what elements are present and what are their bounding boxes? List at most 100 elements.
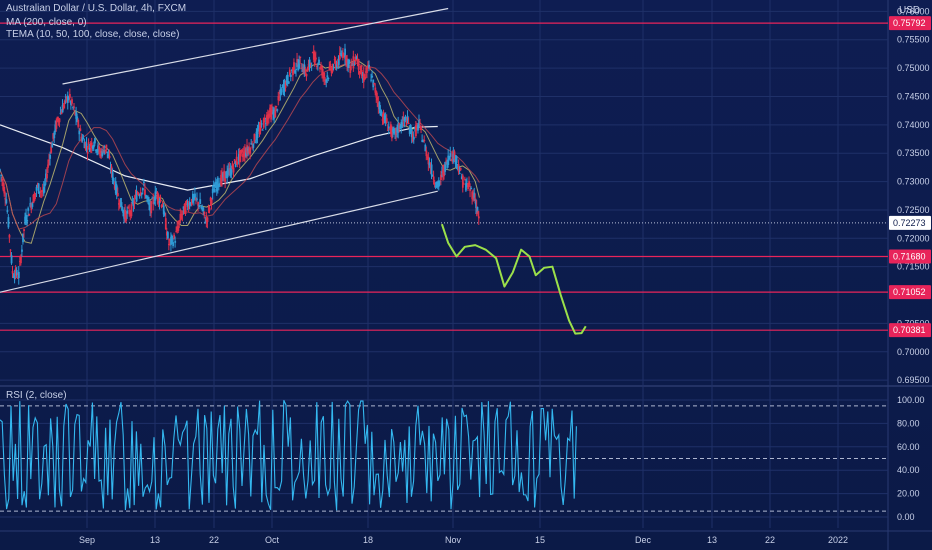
candle-body bbox=[195, 197, 197, 199]
candle-body bbox=[37, 183, 40, 194]
candle-body bbox=[281, 84, 284, 87]
candle-body bbox=[430, 164, 433, 176]
candle-body bbox=[278, 96, 281, 98]
candle-body bbox=[447, 155, 450, 166]
candle-body bbox=[266, 115, 268, 124]
candle-body bbox=[306, 68, 309, 72]
candle-body bbox=[363, 76, 366, 80]
candle-body bbox=[204, 221, 207, 223]
candle-body bbox=[113, 184, 116, 189]
candle-body bbox=[229, 168, 232, 177]
candle-body bbox=[256, 128, 259, 139]
rsi-tick-label: 20.00 bbox=[897, 489, 920, 499]
symbol-title: Australian Dollar / U.S. Dollar, 4h, FXC… bbox=[6, 3, 187, 14]
candle-body bbox=[347, 59, 350, 68]
candle-body bbox=[0, 169, 1, 171]
candle-body bbox=[67, 98, 70, 100]
candle-body bbox=[305, 73, 308, 77]
candle-body bbox=[11, 271, 14, 274]
candle-body bbox=[32, 194, 35, 204]
candle-body bbox=[340, 53, 342, 55]
candle-body bbox=[190, 198, 193, 205]
candle-body bbox=[300, 68, 303, 70]
candle-body bbox=[349, 66, 352, 73]
candle-body bbox=[336, 62, 339, 66]
candle-body bbox=[112, 178, 115, 182]
candle-body bbox=[69, 94, 71, 98]
candle-body bbox=[95, 150, 97, 152]
candle-body bbox=[468, 181, 471, 185]
candle-body bbox=[270, 109, 272, 120]
candle-body bbox=[282, 85, 285, 93]
candle-body bbox=[234, 161, 237, 167]
candle-body bbox=[403, 117, 406, 121]
candle-body bbox=[289, 74, 292, 77]
candle-body bbox=[71, 99, 73, 104]
candle-body bbox=[368, 64, 370, 68]
candle-body bbox=[248, 148, 251, 154]
candle-body bbox=[263, 117, 266, 120]
candle-body bbox=[239, 150, 242, 157]
candle-body bbox=[70, 101, 72, 105]
candle-body bbox=[398, 123, 401, 130]
candle-body bbox=[49, 154, 52, 159]
candle-body bbox=[30, 204, 33, 210]
candle-body bbox=[419, 123, 422, 125]
candle-body bbox=[244, 149, 246, 158]
candle-body bbox=[326, 75, 329, 78]
candle-body bbox=[215, 184, 218, 192]
candle-body bbox=[115, 185, 118, 195]
rsi-tick-label: 40.00 bbox=[897, 465, 920, 475]
candle-body bbox=[450, 159, 453, 161]
candle-body bbox=[473, 192, 476, 198]
ma-indicator-label[interactable]: MA (200, close, 0) bbox=[6, 17, 87, 28]
candle-body bbox=[231, 163, 234, 169]
candle-body bbox=[411, 134, 414, 142]
candle-body bbox=[102, 146, 105, 148]
candle-body bbox=[169, 239, 171, 241]
rsi-indicator-label[interactable]: RSI (2, close) bbox=[6, 390, 67, 401]
tema-indicator-label[interactable]: TEMA (10, 50, 100, close, close, close) bbox=[6, 29, 180, 40]
candle-body bbox=[148, 203, 151, 206]
candle-body bbox=[133, 200, 136, 204]
candle-body bbox=[46, 173, 48, 179]
candle-body bbox=[373, 82, 376, 84]
candle-body bbox=[78, 130, 81, 135]
candle-body bbox=[250, 143, 253, 145]
candle-body bbox=[362, 73, 365, 82]
candle-body bbox=[470, 187, 473, 189]
candle-body bbox=[192, 193, 194, 203]
candle-body bbox=[221, 172, 223, 181]
candle-body bbox=[158, 200, 161, 204]
candle-body bbox=[232, 167, 235, 173]
candle-body bbox=[47, 164, 49, 168]
candle-body bbox=[124, 210, 127, 219]
candle-body bbox=[50, 146, 53, 153]
last-price-badge bbox=[889, 215, 931, 230]
candle-body bbox=[86, 151, 89, 154]
candle-body bbox=[395, 127, 398, 136]
rsi-tick-label: 60.00 bbox=[897, 442, 920, 452]
candle-body bbox=[1, 178, 4, 181]
candle-body bbox=[10, 255, 13, 264]
candle-body bbox=[91, 145, 94, 149]
candle-body bbox=[431, 175, 434, 177]
candle-body bbox=[390, 124, 392, 134]
candle-body bbox=[202, 207, 205, 211]
candle-body bbox=[226, 170, 229, 179]
candle-body bbox=[287, 81, 290, 84]
candle-body bbox=[298, 60, 301, 69]
candle-body bbox=[327, 77, 330, 79]
candle-body bbox=[156, 191, 159, 200]
candle-body bbox=[293, 62, 295, 73]
level-price-label: 0.71680 bbox=[893, 251, 926, 261]
candle-body bbox=[73, 106, 75, 108]
candle-body bbox=[26, 219, 29, 222]
candle-body bbox=[412, 136, 415, 140]
candle-body bbox=[196, 198, 198, 200]
candle-body bbox=[103, 149, 106, 155]
candle-body bbox=[408, 129, 411, 134]
candle-body bbox=[12, 276, 15, 278]
candle-body bbox=[138, 195, 141, 197]
